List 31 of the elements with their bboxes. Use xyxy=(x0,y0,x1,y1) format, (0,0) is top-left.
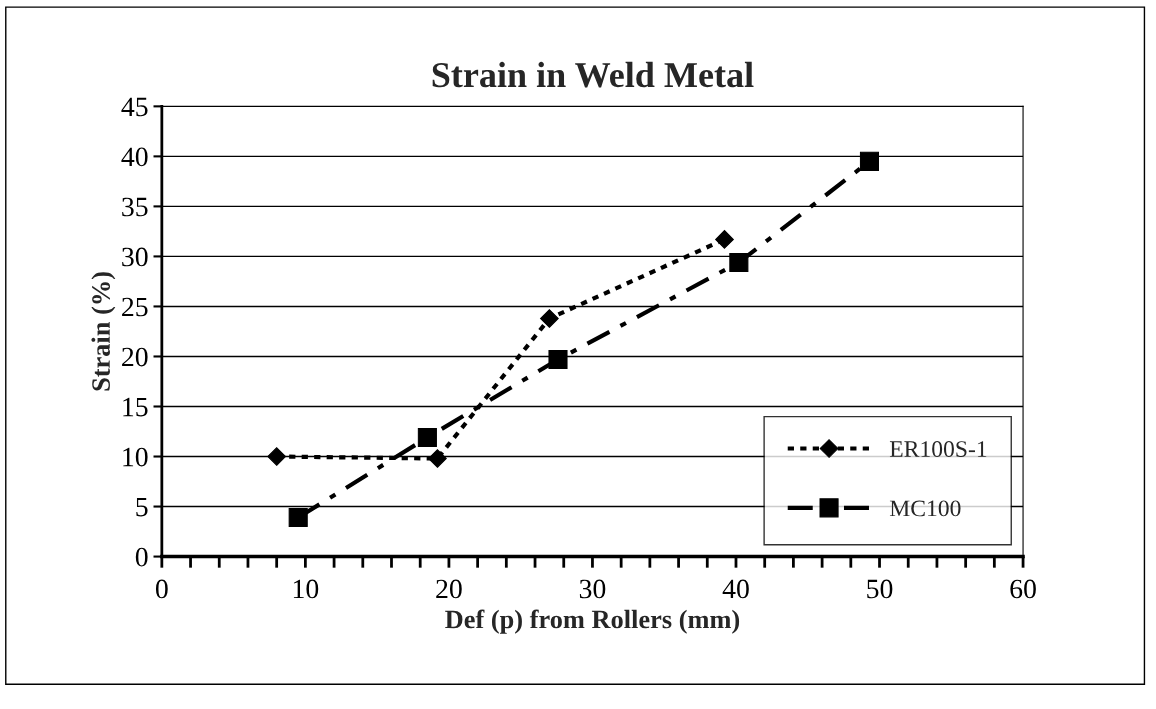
y-tick-label: 25 xyxy=(122,297,148,317)
point xyxy=(417,427,437,448)
point xyxy=(859,151,880,171)
y-tick-label: 35 xyxy=(122,197,148,217)
point xyxy=(428,449,447,468)
x-tick-label: 20 xyxy=(436,579,462,599)
x-tick-label: 50 xyxy=(867,579,893,599)
x-axis-title: Def (p) from Rollers (mm) xyxy=(445,609,740,634)
point xyxy=(540,309,559,328)
legend-label: ER100S-1 xyxy=(889,441,987,458)
x-tick-label: 40 xyxy=(722,579,749,599)
y-tick-label: 40 xyxy=(121,147,148,167)
y-tick-label: 10 xyxy=(123,447,148,467)
x-tick-label: 0 xyxy=(155,579,168,599)
point xyxy=(715,230,734,249)
x-tick-label: 10 xyxy=(293,579,319,599)
x-tick-label: 30 xyxy=(579,579,606,599)
y-tick-label: 45 xyxy=(121,97,148,117)
y-axis-title: Strain (%) xyxy=(91,272,116,391)
point xyxy=(729,252,749,272)
y-tick-label: 5 xyxy=(136,497,148,517)
x-tick-label: 60 xyxy=(1010,579,1036,599)
y-tick-label: 20 xyxy=(122,347,148,367)
y-tick-label: 0 xyxy=(135,547,148,567)
point xyxy=(288,508,308,528)
chart-title: Strain in Weld Metal xyxy=(432,61,754,88)
point xyxy=(548,349,568,370)
point xyxy=(267,447,287,466)
y-tick-label: 30 xyxy=(122,247,148,267)
y-tick-label: 15 xyxy=(123,397,148,417)
legend-label: MC100 xyxy=(889,500,961,517)
